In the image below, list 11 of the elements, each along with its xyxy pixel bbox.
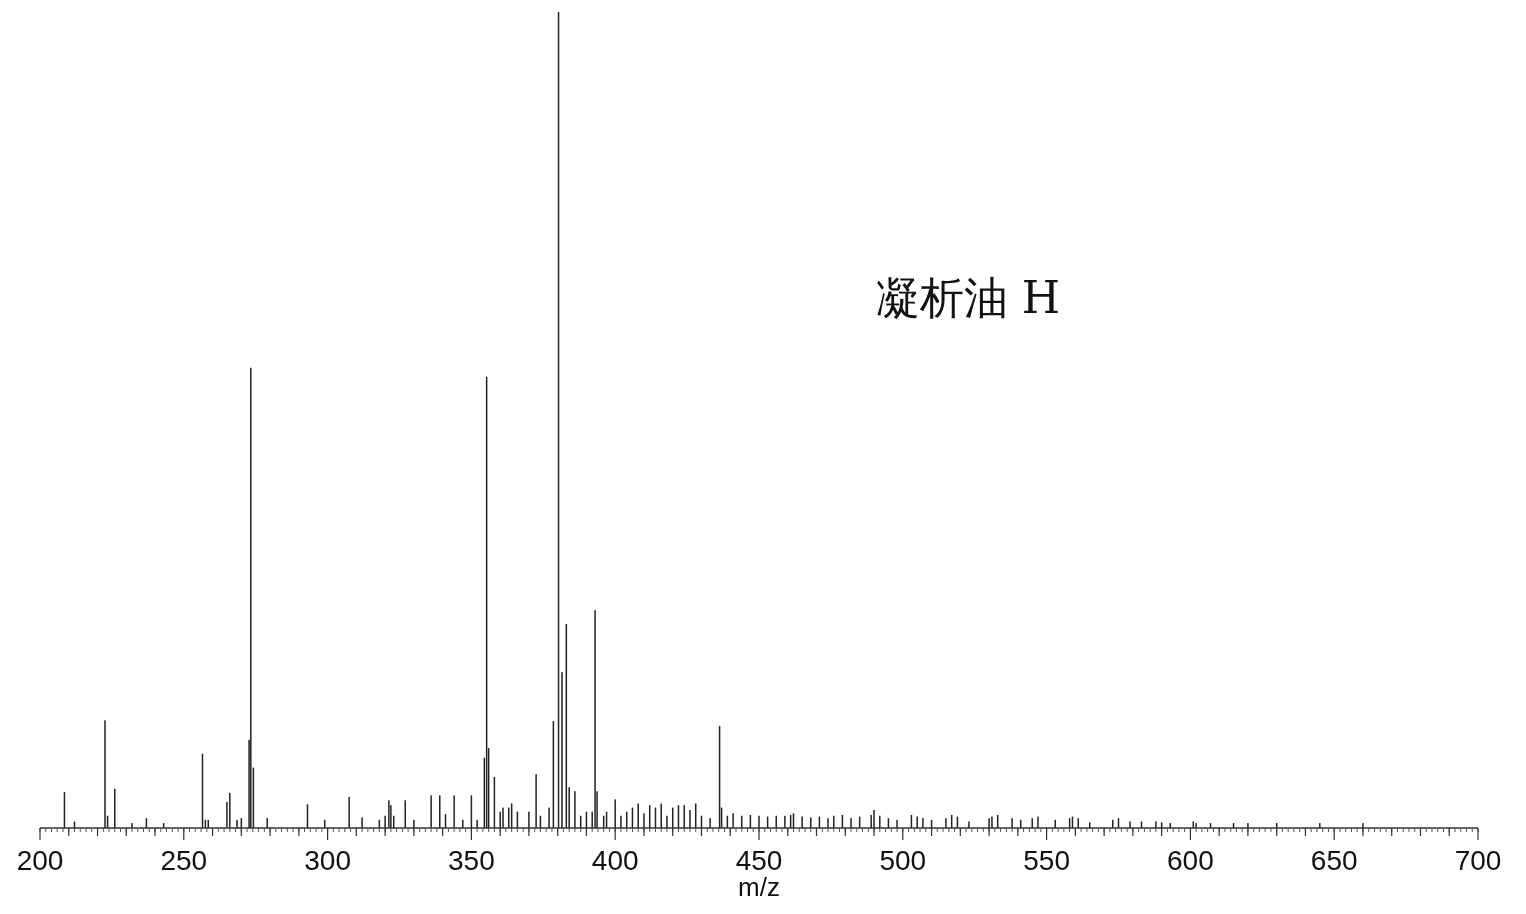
x-tick-label: 200 (16, 845, 64, 876)
x-tick-label: 350 (448, 845, 495, 876)
annotation: 凝析油 H (875, 272, 1061, 323)
x-tick-label: 700 (1454, 845, 1502, 876)
x-tick-label: 400 (591, 845, 639, 876)
x-tick-label: 600 (1167, 845, 1214, 876)
x-tick-label: 650 (1310, 845, 1358, 876)
x-tick-label: 500 (879, 845, 927, 876)
x-tick-label: 300 (304, 845, 351, 876)
x-tick-label: 250 (160, 845, 208, 876)
x-tick-label: 550 (1023, 845, 1070, 876)
